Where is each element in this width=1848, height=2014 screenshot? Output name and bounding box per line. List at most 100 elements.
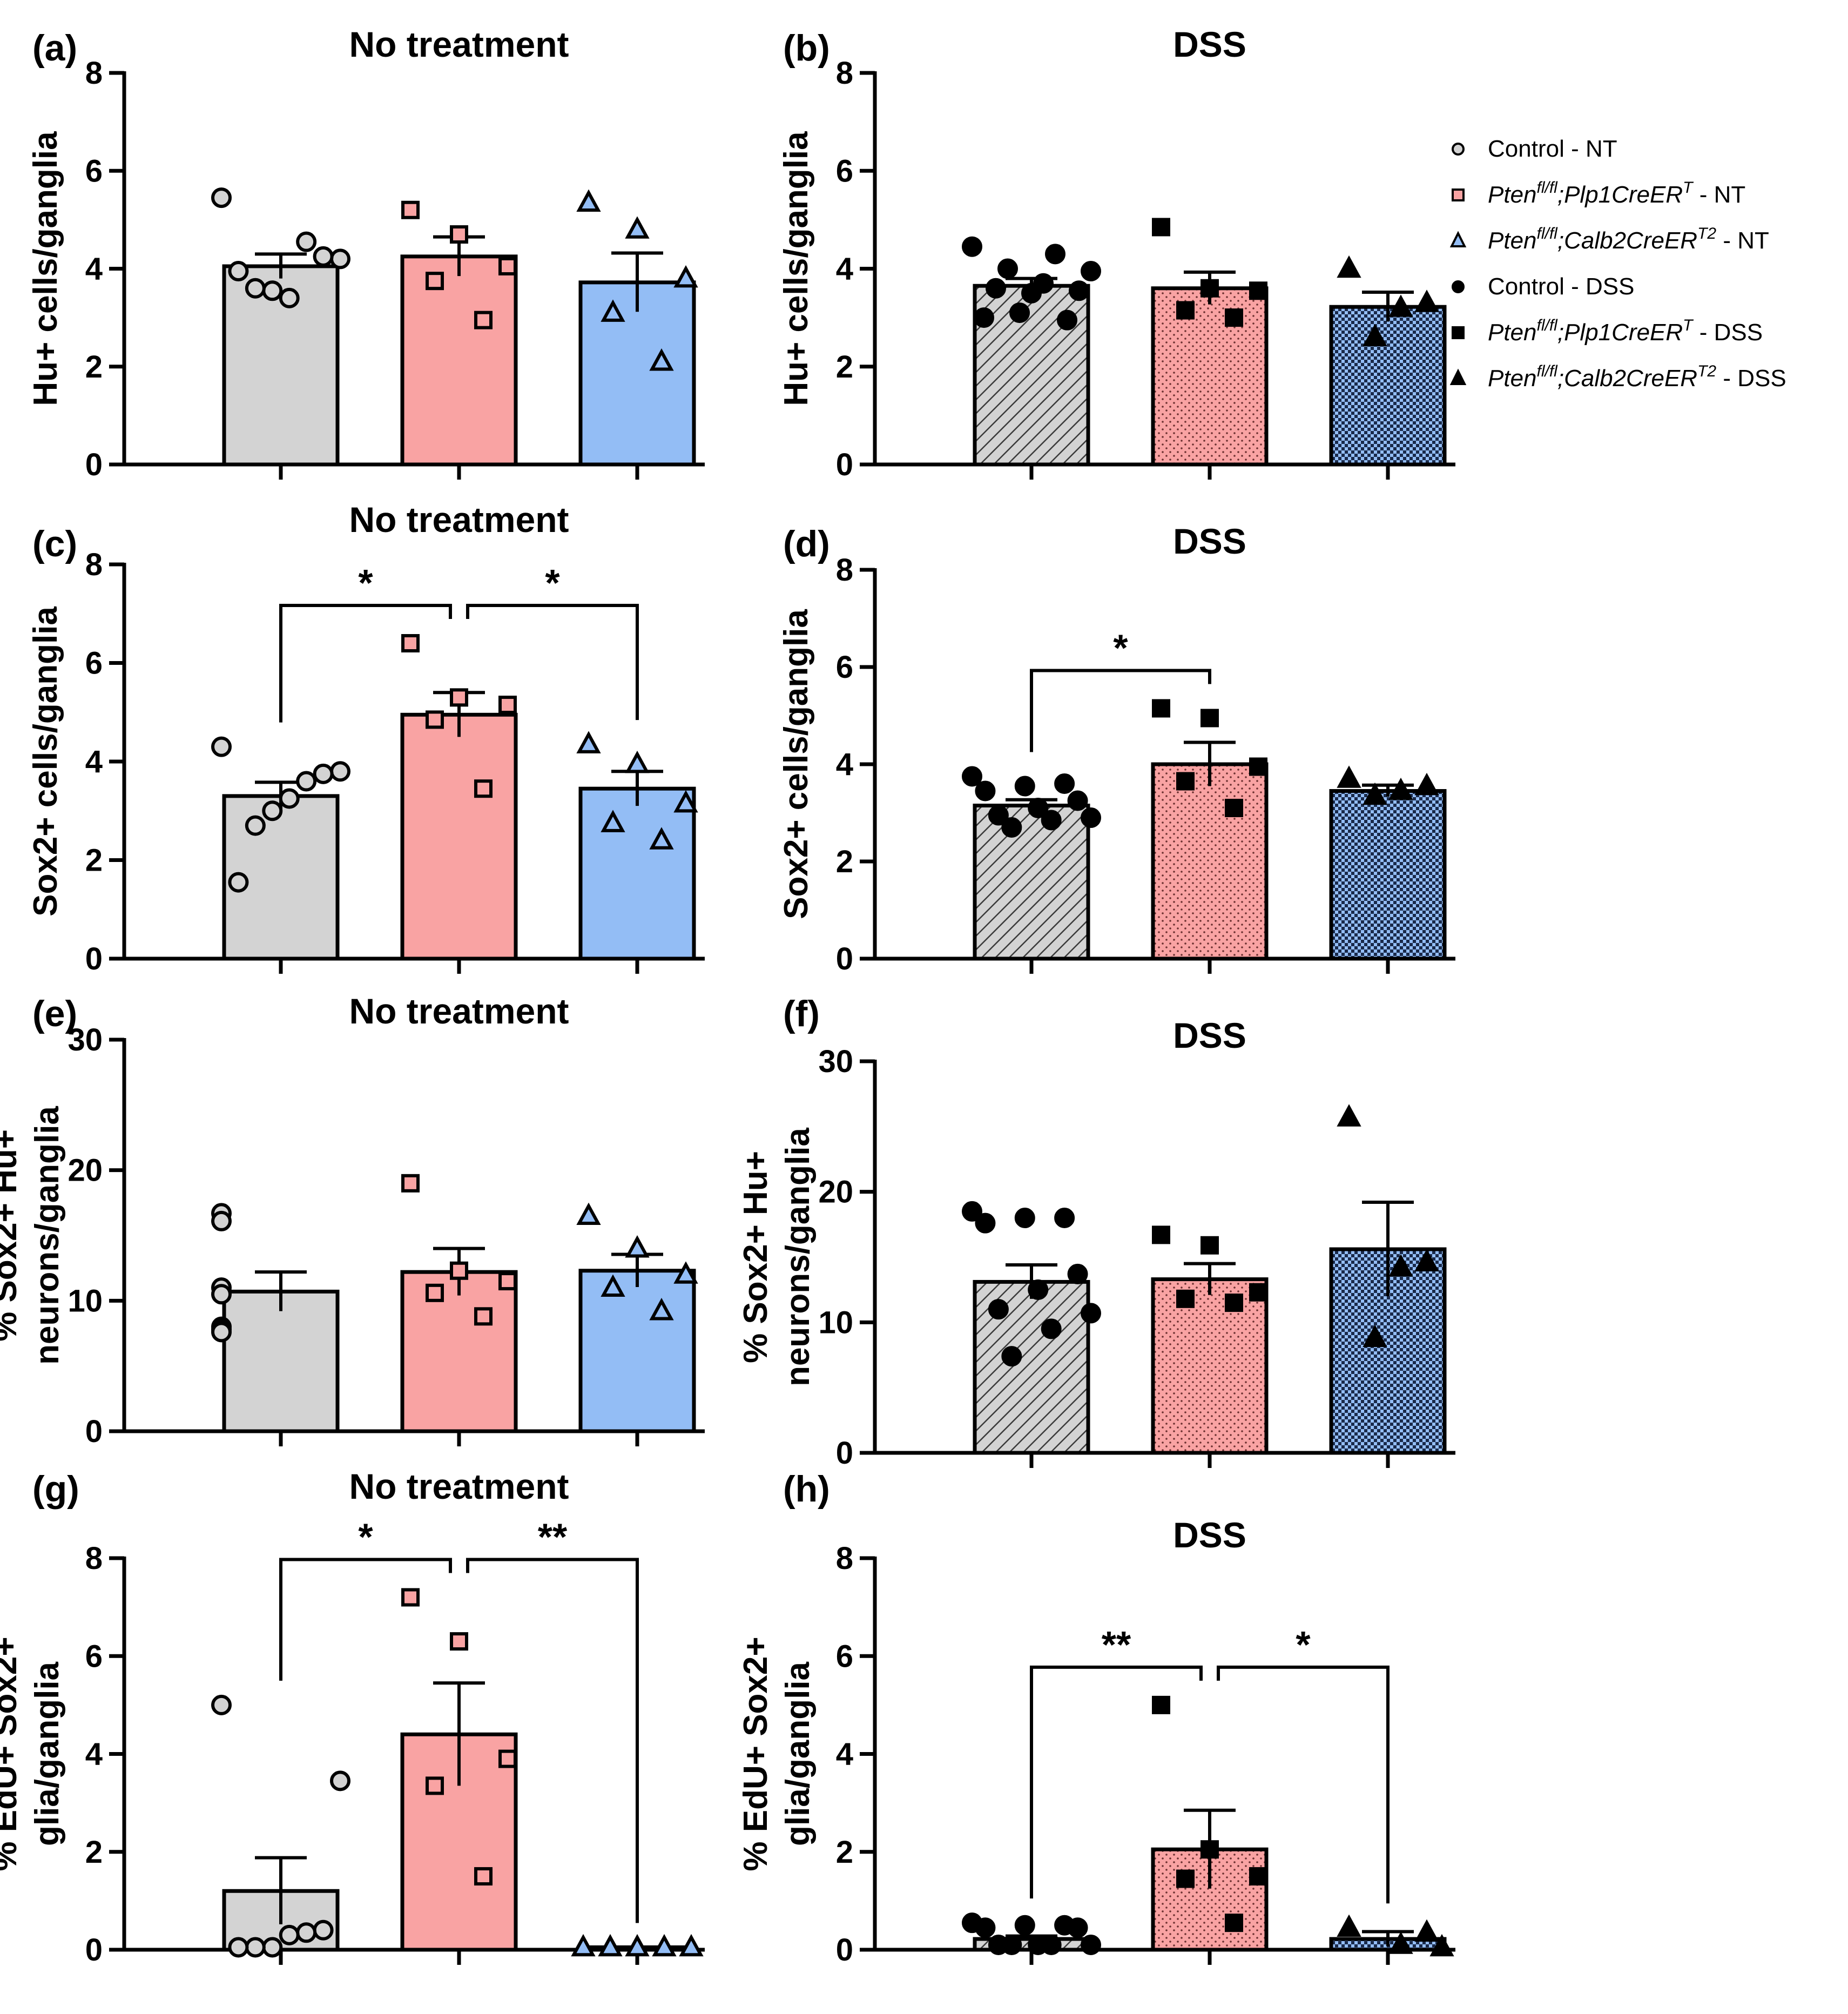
panel-label: (c) bbox=[32, 523, 77, 564]
data-point-control bbox=[1081, 1303, 1101, 1324]
data-point-control bbox=[1041, 1934, 1062, 1955]
y-tick-label: 0 bbox=[85, 1932, 103, 1968]
y-tick-label: 0 bbox=[836, 941, 853, 976]
y-tick-label: 2 bbox=[836, 844, 853, 879]
data-point-control bbox=[330, 1770, 350, 1791]
legend-gene-superscript: fl/fl bbox=[1537, 316, 1559, 334]
panel-title: No treatment bbox=[349, 1466, 569, 1506]
data-point-control bbox=[313, 246, 334, 267]
bar-calb2 bbox=[1329, 305, 1447, 467]
legend-cre-superscript: T2 bbox=[1697, 225, 1716, 243]
y-axis-label: neurons/ganglia bbox=[29, 1106, 66, 1365]
data-point-control bbox=[296, 231, 317, 252]
data-point-plp1 bbox=[474, 779, 493, 798]
legend-suffix: - NT bbox=[1693, 181, 1746, 208]
y-axis-label: Sox2+ cells/ganglia bbox=[778, 609, 815, 919]
data-point-calb2 bbox=[625, 1235, 650, 1258]
legend-label: Ptenfl/fl;Calb2CreERT2 - DSS bbox=[1488, 362, 1786, 392]
data-point-plp1 bbox=[474, 311, 493, 329]
panel-label: (b) bbox=[783, 28, 830, 69]
data-point-control bbox=[986, 278, 1006, 299]
panel-title: No treatment bbox=[349, 24, 569, 64]
panel-label: (d) bbox=[783, 523, 830, 564]
data-point-control bbox=[245, 815, 266, 836]
data-point-plp1 bbox=[1249, 757, 1267, 776]
data-point-control bbox=[962, 766, 982, 787]
data-point-calb2 bbox=[1414, 1919, 1439, 1942]
data-point-calb2 bbox=[649, 827, 674, 850]
legend-marker-circle bbox=[1452, 280, 1465, 293]
data-point-control bbox=[1021, 282, 1042, 304]
legend-gene: Pten bbox=[1488, 319, 1537, 346]
data-point-control bbox=[1069, 280, 1089, 301]
y-tick-label: 8 bbox=[85, 547, 103, 582]
legend-item-plp1-nt: Ptenfl/fl;Plp1CreERT - NT bbox=[1452, 179, 1745, 208]
data-point-control bbox=[1067, 1263, 1088, 1284]
data-point-control bbox=[211, 1322, 232, 1343]
panel-label: (f) bbox=[783, 993, 820, 1034]
legend-cre: ;Plp1CreER bbox=[1557, 319, 1683, 346]
y-axis-label: neurons/ganglia bbox=[779, 1128, 817, 1386]
y-tick-label: 8 bbox=[836, 553, 853, 588]
legend-label: Ptenfl/fl;Plp1CreERT - DSS bbox=[1488, 316, 1763, 346]
legend-item-calb2-nt: Ptenfl/fl;Calb2CreERT2 - NT bbox=[1449, 225, 1769, 254]
y-axis-label: % EdU+ Sox2+ bbox=[737, 1636, 774, 1871]
data-point-control bbox=[211, 1284, 232, 1305]
panel-title: No treatment bbox=[349, 991, 569, 1031]
data-point-calb2 bbox=[1388, 1254, 1413, 1277]
data-point-control bbox=[1054, 1208, 1075, 1228]
data-point-control bbox=[975, 1917, 996, 1938]
data-point-plp1 bbox=[401, 1588, 420, 1607]
legend-label: Ptenfl/fl;Plp1CreERT - NT bbox=[1488, 179, 1745, 208]
significance-label: ** bbox=[538, 1516, 568, 1558]
data-point-control bbox=[245, 278, 266, 299]
y-axis-label: % Sox2+ Hu+ bbox=[737, 1151, 774, 1363]
legend-marker-circle bbox=[1452, 143, 1465, 156]
data-point-plp1 bbox=[401, 1174, 420, 1193]
data-point-control bbox=[211, 736, 232, 757]
y-tick-label: 4 bbox=[85, 252, 103, 287]
data-point-calb2 bbox=[679, 1934, 704, 1957]
data-point-control bbox=[296, 1922, 317, 1943]
y-axis-label: glia/ganglia bbox=[779, 1661, 817, 1846]
chart-panel-d: (d) DSS 0 2 4 6 8 Sox2+ cells/ganglia * bbox=[778, 521, 1455, 976]
y-tick-label: 4 bbox=[836, 747, 853, 782]
data-point-calb2 bbox=[1363, 782, 1387, 805]
bar-plp1 bbox=[400, 712, 518, 961]
data-point-control bbox=[262, 280, 283, 301]
y-tick-label: 6 bbox=[836, 153, 853, 188]
data-point-plp1 bbox=[1200, 1840, 1219, 1859]
panel-title: DSS bbox=[1173, 1515, 1246, 1555]
data-point-control bbox=[1081, 1934, 1101, 1955]
y-tick-label: 8 bbox=[836, 56, 853, 91]
data-point-plp1 bbox=[1225, 799, 1243, 817]
legend-cre-superscript: T2 bbox=[1697, 362, 1716, 380]
data-point-control bbox=[1081, 261, 1101, 282]
data-point-control bbox=[1009, 302, 1030, 324]
data-point-control bbox=[313, 763, 334, 784]
y-tick-label: 6 bbox=[85, 646, 103, 681]
data-point-plp1 bbox=[450, 1632, 468, 1651]
data-point-control bbox=[279, 287, 300, 308]
data-point-plp1 bbox=[1249, 281, 1267, 300]
significance-label: * bbox=[545, 562, 560, 604]
y-tick-label: 8 bbox=[85, 1541, 103, 1576]
y-tick-label: 0 bbox=[836, 1436, 853, 1471]
data-point-plp1 bbox=[1176, 1869, 1195, 1888]
legend-gene-superscript: fl/fl bbox=[1537, 362, 1559, 380]
data-point-calb2 bbox=[601, 1274, 625, 1297]
data-point-plp1 bbox=[401, 200, 420, 219]
legend-label: Ptenfl/fl;Calb2CreERT2 - NT bbox=[1488, 225, 1769, 254]
data-point-calb2 bbox=[673, 790, 698, 813]
significance-label: * bbox=[358, 562, 373, 604]
legend-gene: Pten bbox=[1488, 365, 1537, 392]
y-axis-label: Hu+ cells/ganglia bbox=[27, 131, 64, 406]
data-point-control bbox=[245, 1937, 266, 1958]
y-tick-label: 6 bbox=[836, 1639, 853, 1674]
significance-bracket bbox=[279, 1558, 452, 1681]
data-point-control bbox=[211, 187, 232, 208]
data-point-control bbox=[1028, 798, 1049, 818]
data-point-plp1 bbox=[1176, 772, 1195, 791]
data-point-plp1 bbox=[498, 1272, 517, 1291]
legend-cre: ;Calb2CreER bbox=[1557, 365, 1697, 392]
